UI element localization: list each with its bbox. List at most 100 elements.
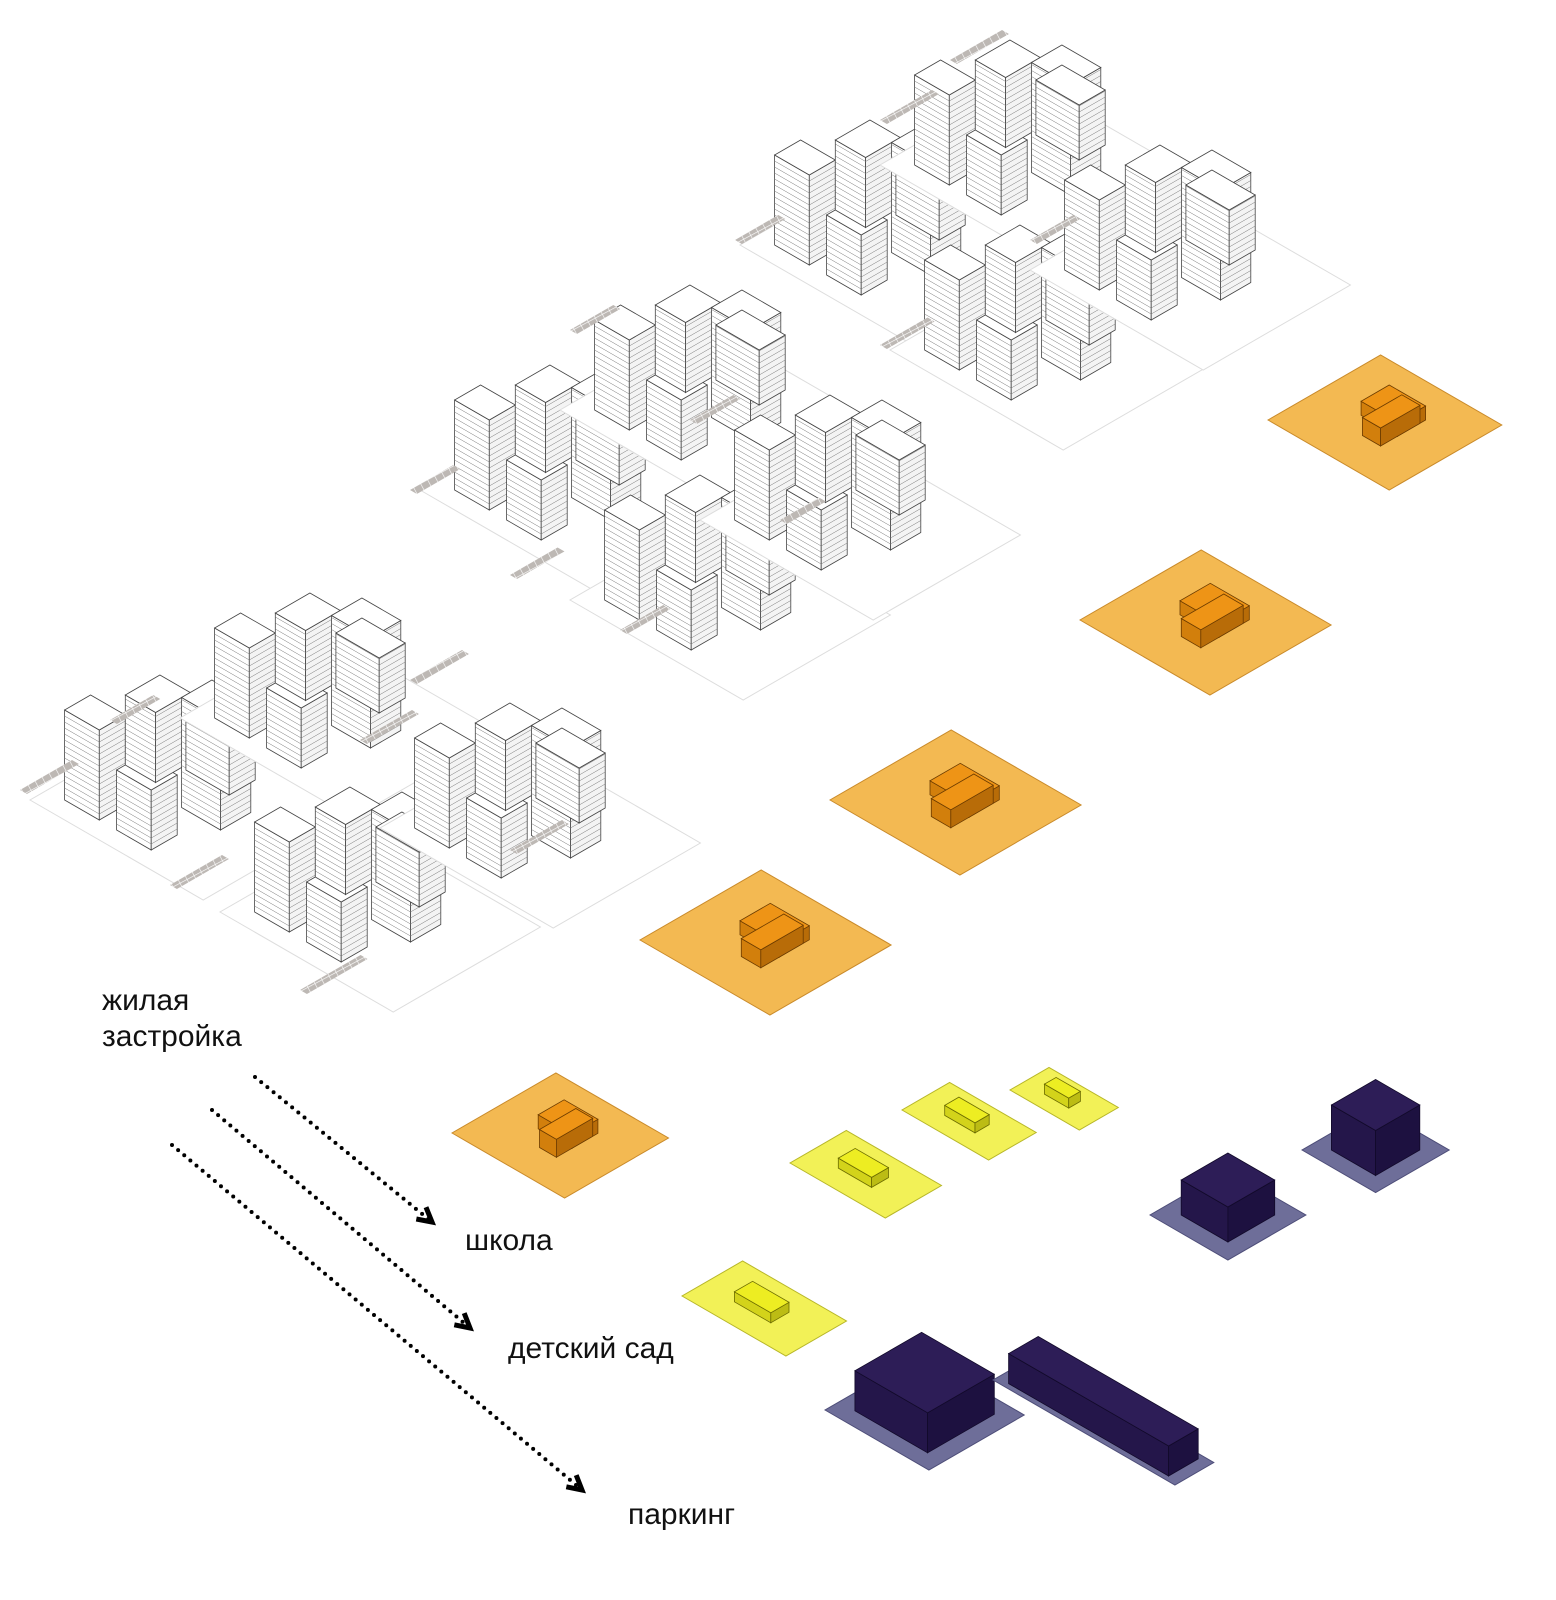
floor-line xyxy=(64,715,126,737)
floor-line xyxy=(275,638,341,659)
floor-line xyxy=(125,750,191,771)
floor-line xyxy=(515,392,581,413)
floor-line xyxy=(214,657,276,679)
parking-lot-strip xyxy=(110,695,161,724)
floor-line xyxy=(1035,128,1106,155)
floor-line xyxy=(646,415,708,437)
floor-line xyxy=(335,669,406,696)
floor-line xyxy=(966,182,1028,204)
label-parking: паркинг xyxy=(628,1498,736,1531)
building-roof xyxy=(837,1147,890,1178)
building-roof xyxy=(1361,394,1421,429)
floor-line xyxy=(475,778,541,799)
floor-line xyxy=(454,429,516,451)
floor-line xyxy=(275,620,341,641)
floor-line xyxy=(181,789,251,813)
floor-line xyxy=(1116,263,1178,285)
floor-line xyxy=(475,772,541,793)
residential-building xyxy=(794,394,861,504)
floor-line xyxy=(515,410,581,431)
floor-line xyxy=(535,773,606,800)
floor-line xyxy=(475,766,541,787)
floor-line xyxy=(604,557,666,579)
floor-line xyxy=(275,656,341,677)
floor-line xyxy=(855,483,926,510)
floor-line xyxy=(181,801,251,825)
floor-line xyxy=(1125,196,1191,217)
floor-line xyxy=(646,427,708,449)
building-roof xyxy=(535,727,607,769)
floor-line xyxy=(515,386,581,407)
residential-building xyxy=(535,727,607,824)
floor-line xyxy=(64,745,126,767)
floor-line xyxy=(571,473,641,497)
floor-line xyxy=(966,158,1028,180)
floor-line xyxy=(254,851,316,873)
floor-line xyxy=(665,532,731,553)
residential-building xyxy=(654,284,721,394)
floor-line xyxy=(826,262,888,284)
parking-lot-strip xyxy=(735,215,786,244)
floor-line xyxy=(774,166,836,188)
floor-line xyxy=(655,366,721,387)
floor-line xyxy=(795,476,861,497)
floor-line xyxy=(655,330,721,351)
floor-line xyxy=(306,887,368,909)
floor-line xyxy=(535,761,606,788)
floor-line xyxy=(826,256,888,278)
floor-line xyxy=(656,581,718,603)
floor-line xyxy=(656,605,718,627)
floor-line xyxy=(646,433,708,455)
residential-building xyxy=(63,694,127,821)
floor-line xyxy=(315,868,381,889)
floor-line xyxy=(826,226,888,248)
floor-line xyxy=(531,811,601,835)
residential-building xyxy=(274,592,341,702)
floor-line xyxy=(306,899,368,921)
floor-line xyxy=(466,833,528,855)
floor-line xyxy=(665,556,731,577)
floor-line xyxy=(454,447,516,469)
floor-line xyxy=(475,784,541,805)
floor-line xyxy=(515,434,581,455)
floor-line xyxy=(335,645,406,672)
floor-line xyxy=(254,833,316,855)
floor-line xyxy=(64,739,126,761)
floor-line xyxy=(924,283,986,305)
floor-line xyxy=(655,348,721,369)
floor-line xyxy=(914,110,976,132)
floor-line xyxy=(774,172,836,194)
building-roof xyxy=(740,913,804,951)
floor-line xyxy=(1181,259,1251,283)
floor-line xyxy=(214,663,276,685)
floor-line xyxy=(515,446,581,467)
floor-line xyxy=(835,195,901,216)
floor-line xyxy=(414,749,476,771)
floor-line xyxy=(655,354,721,375)
floor-line xyxy=(655,306,721,327)
kindergarten-building xyxy=(837,1147,890,1189)
floor-line xyxy=(851,509,921,533)
floor-line xyxy=(604,521,666,543)
floor-line xyxy=(656,611,718,633)
floor-line xyxy=(214,639,276,661)
floor-line xyxy=(665,526,731,547)
floor-line xyxy=(774,202,836,224)
floor-line xyxy=(604,545,666,567)
floor-line xyxy=(414,785,476,807)
floor-line xyxy=(966,146,1028,168)
floor-line xyxy=(975,85,1041,106)
floor-line xyxy=(466,827,528,849)
floor-line xyxy=(1181,271,1251,295)
floor-line xyxy=(185,751,256,778)
floor-line xyxy=(454,423,516,445)
floor-line xyxy=(306,911,368,933)
building-roof xyxy=(855,419,927,461)
floor-line xyxy=(721,589,791,613)
floor-line xyxy=(254,857,316,879)
floor-line xyxy=(715,361,786,388)
kindergarten-plots xyxy=(681,1066,1120,1357)
floor-line xyxy=(64,733,126,755)
floor-line xyxy=(715,343,786,370)
floor-line xyxy=(454,405,516,427)
